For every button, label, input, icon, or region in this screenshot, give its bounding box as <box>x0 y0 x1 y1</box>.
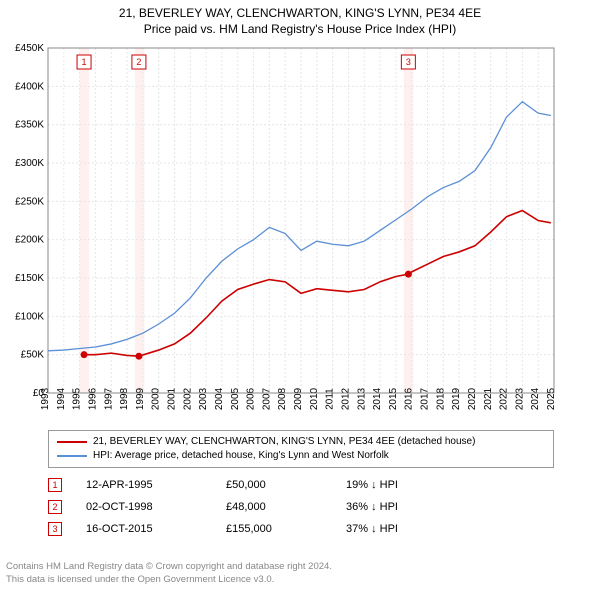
svg-text:3: 3 <box>406 57 411 67</box>
footer-line-1: Contains HM Land Registry data © Crown c… <box>6 560 332 573</box>
svg-text:2025: 2025 <box>546 387 557 410</box>
svg-text:2017: 2017 <box>420 387 431 410</box>
svg-text:1994: 1994 <box>56 387 67 410</box>
svg-text:2012: 2012 <box>340 387 351 410</box>
svg-text:2010: 2010 <box>309 387 320 410</box>
svg-text:1: 1 <box>82 57 87 67</box>
svg-text:£450K: £450K <box>15 44 44 54</box>
svg-text:£350K: £350K <box>15 120 44 131</box>
svg-text:1993: 1993 <box>40 387 51 410</box>
svg-text:2016: 2016 <box>404 387 415 410</box>
svg-text:2015: 2015 <box>388 387 399 410</box>
title-line-1: 21, BEVERLEY WAY, CLENCHWARTON, KING'S L… <box>0 6 600 20</box>
svg-text:2009: 2009 <box>293 387 304 410</box>
chart-title-block: 21, BEVERLEY WAY, CLENCHWARTON, KING'S L… <box>0 0 600 36</box>
svg-text:£250K: £250K <box>15 196 44 207</box>
svg-text:£200K: £200K <box>15 235 44 246</box>
svg-text:£150K: £150K <box>15 273 44 284</box>
svg-text:2006: 2006 <box>246 387 257 410</box>
legend-swatch-hpi <box>57 455 87 457</box>
svg-text:2020: 2020 <box>467 387 478 410</box>
svg-text:£100K: £100K <box>15 311 44 322</box>
marker-price-3: £155,000 <box>226 523 346 535</box>
svg-text:2022: 2022 <box>499 387 510 410</box>
svg-text:2008: 2008 <box>277 387 288 410</box>
marker-date-2: 02-OCT-1998 <box>86 501 226 513</box>
marker-row-1: 1 12-APR-1995 £50,000 19% ↓ HPI <box>48 474 466 496</box>
svg-text:1998: 1998 <box>119 387 130 410</box>
marker-price-1: £50,000 <box>226 479 346 491</box>
svg-text:2021: 2021 <box>483 387 494 410</box>
svg-text:1997: 1997 <box>103 387 114 410</box>
marker-delta-1: 19% ↓ HPI <box>346 479 466 491</box>
svg-text:£50K: £50K <box>21 350 45 361</box>
svg-text:2019: 2019 <box>451 387 462 410</box>
svg-text:1999: 1999 <box>135 387 146 410</box>
marker-price-2: £48,000 <box>226 501 346 513</box>
legend-item-hpi: HPI: Average price, detached house, King… <box>57 449 545 463</box>
svg-text:2005: 2005 <box>230 387 241 410</box>
svg-text:2003: 2003 <box>198 387 209 410</box>
marker-box-3: 3 <box>48 522 62 536</box>
chart-svg: £0£50K£100K£150K£200K£250K£300K£350K£400… <box>6 44 560 429</box>
title-line-2: Price paid vs. HM Land Registry's House … <box>0 22 600 36</box>
svg-text:2024: 2024 <box>530 387 541 410</box>
svg-text:2014: 2014 <box>372 387 383 410</box>
svg-text:1996: 1996 <box>87 387 98 410</box>
svg-text:£400K: £400K <box>15 81 44 92</box>
footer: Contains HM Land Registry data © Crown c… <box>6 560 332 586</box>
legend-label-property: 21, BEVERLEY WAY, CLENCHWARTON, KING'S L… <box>93 435 475 449</box>
footer-line-2: This data is licensed under the Open Gov… <box>6 573 332 586</box>
legend: 21, BEVERLEY WAY, CLENCHWARTON, KING'S L… <box>48 430 554 468</box>
legend-label-hpi: HPI: Average price, detached house, King… <box>93 449 389 463</box>
svg-text:2: 2 <box>136 57 141 67</box>
svg-text:2004: 2004 <box>214 387 225 410</box>
marker-date-3: 16-OCT-2015 <box>86 523 226 535</box>
svg-text:£300K: £300K <box>15 158 44 169</box>
svg-text:2023: 2023 <box>514 387 525 410</box>
marker-delta-2: 36% ↓ HPI <box>346 501 466 513</box>
svg-text:1995: 1995 <box>72 387 83 410</box>
marker-box-2: 2 <box>48 500 62 514</box>
marker-row-2: 2 02-OCT-1998 £48,000 36% ↓ HPI <box>48 496 466 518</box>
marker-box-1: 1 <box>48 478 62 492</box>
legend-swatch-property <box>57 441 87 443</box>
legend-item-property: 21, BEVERLEY WAY, CLENCHWARTON, KING'S L… <box>57 435 545 449</box>
marker-date-1: 12-APR-1995 <box>86 479 226 491</box>
svg-text:2000: 2000 <box>151 387 162 410</box>
svg-text:2011: 2011 <box>325 388 336 410</box>
marker-table: 1 12-APR-1995 £50,000 19% ↓ HPI 2 02-OCT… <box>48 474 466 540</box>
svg-text:2018: 2018 <box>435 387 446 410</box>
svg-text:2001: 2001 <box>167 387 178 410</box>
marker-delta-3: 37% ↓ HPI <box>346 523 466 535</box>
svg-text:2002: 2002 <box>182 387 193 410</box>
chart-area: £0£50K£100K£150K£200K£250K£300K£350K£400… <box>6 44 560 434</box>
svg-text:2013: 2013 <box>356 387 367 410</box>
marker-row-3: 3 16-OCT-2015 £155,000 37% ↓ HPI <box>48 518 466 540</box>
svg-text:2007: 2007 <box>261 387 272 410</box>
